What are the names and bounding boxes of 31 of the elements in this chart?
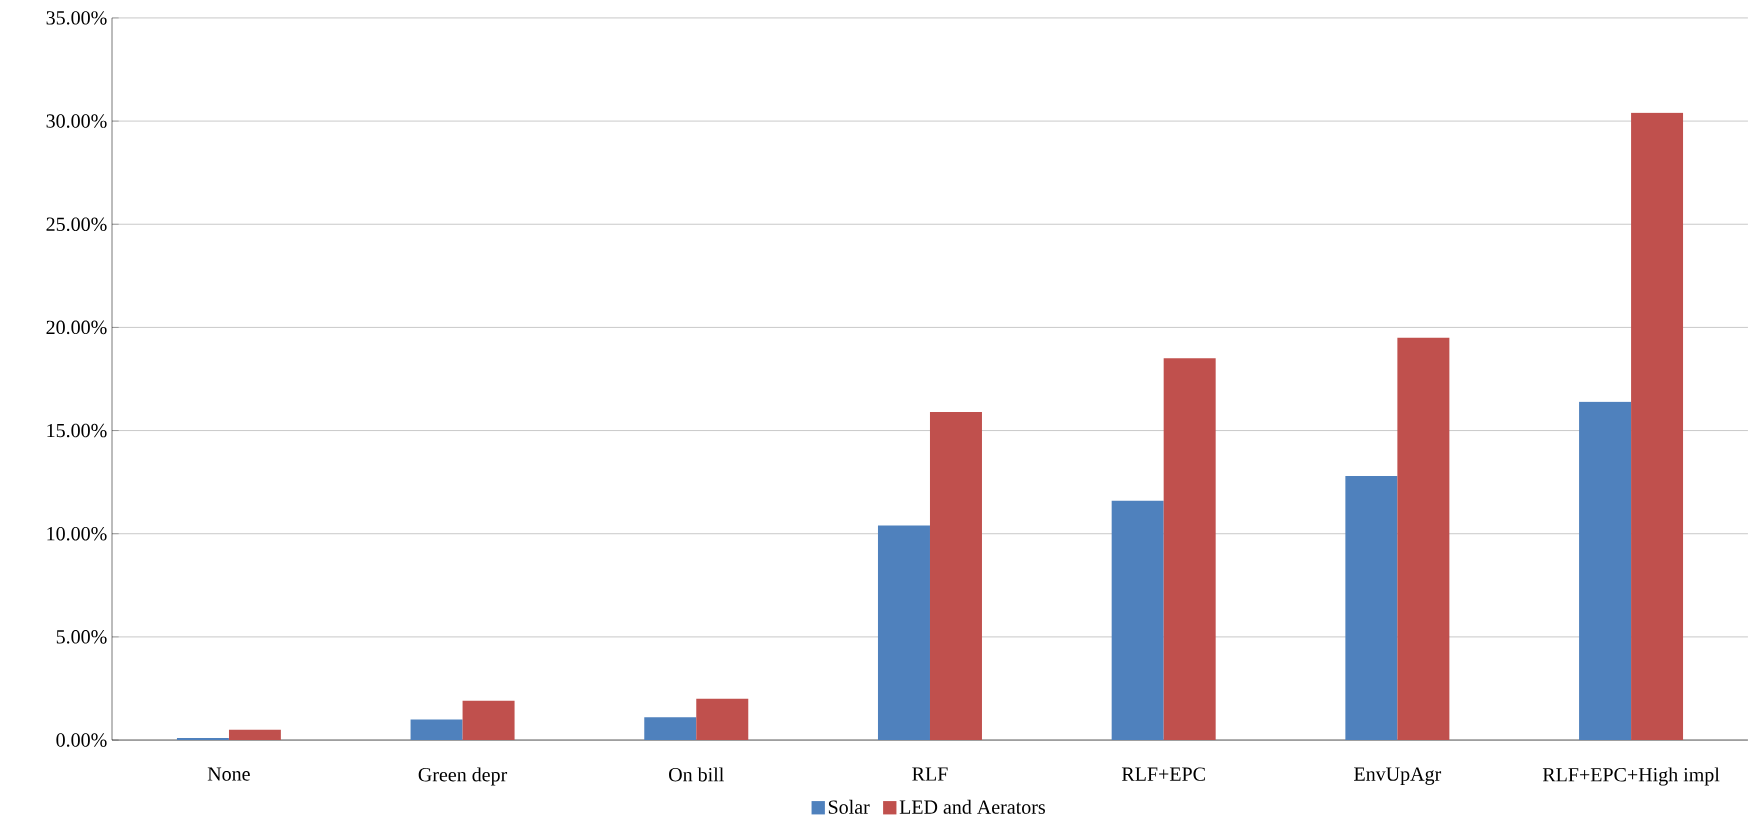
bar bbox=[877, 525, 930, 741]
bar bbox=[929, 412, 982, 741]
bar bbox=[1579, 401, 1632, 741]
x-tick-label: None bbox=[207, 767, 250, 781]
bar bbox=[228, 729, 281, 741]
y-tick-label: 15.00% bbox=[47, 423, 107, 438]
y-tick-label: 0.00% bbox=[56, 733, 107, 747]
bar bbox=[644, 717, 697, 741]
bar bbox=[696, 698, 749, 741]
bar bbox=[1345, 475, 1398, 741]
x-tick-label: Green depr bbox=[418, 767, 508, 786]
y-tick-label: 35.00% bbox=[46, 11, 107, 25]
bar bbox=[1163, 358, 1216, 741]
legend-label: Solar bbox=[828, 799, 870, 814]
x-tick-label: RLF bbox=[912, 767, 948, 781]
x-tick-label: RLF+EPC+High impl bbox=[1542, 767, 1720, 786]
bar bbox=[410, 719, 463, 741]
x-tick-label: EnvUpAgr bbox=[1354, 767, 1442, 785]
bar bbox=[462, 700, 515, 741]
bar bbox=[1397, 337, 1450, 741]
bar bbox=[1631, 112, 1684, 741]
legend-label: LED and Aerators bbox=[899, 799, 1045, 814]
y-tick-label: 20.00% bbox=[46, 320, 107, 335]
bar bbox=[176, 737, 229, 741]
x-tick-label: RLF+EPC bbox=[1121, 767, 1205, 781]
y-tick-label: 5.00% bbox=[56, 630, 107, 644]
bar bbox=[1111, 500, 1164, 741]
x-tick-label: On bill bbox=[669, 767, 724, 782]
y-tick-label: 10.00% bbox=[47, 526, 107, 541]
y-tick-label: 30.00% bbox=[46, 114, 107, 128]
y-tick-label: 25.00% bbox=[46, 217, 107, 232]
